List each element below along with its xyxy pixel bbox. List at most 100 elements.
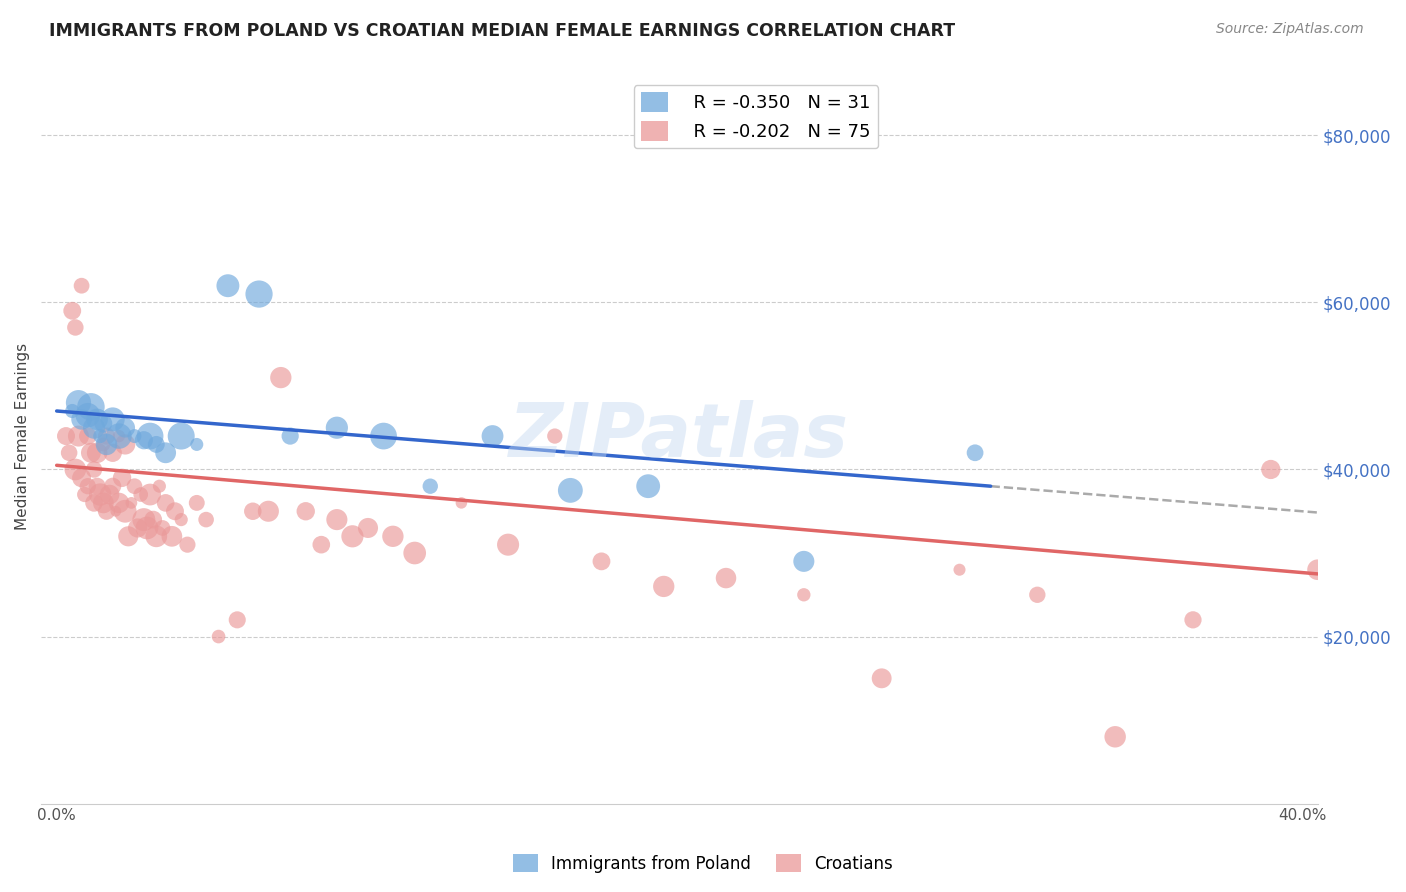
Point: [195, 513, 218, 527]
Point: [89, 487, 111, 501]
Point: [124, 479, 146, 493]
Point: [129, 487, 152, 501]
Point: [965, 446, 987, 460]
Point: [101, 479, 124, 493]
Point: [83, 496, 105, 510]
Point: [496, 538, 519, 552]
Point: [342, 529, 364, 543]
Point: [114, 437, 136, 451]
Point: [145, 437, 167, 451]
Point: [96, 437, 118, 451]
Point: [132, 513, 155, 527]
Point: [96, 504, 118, 518]
Point: [139, 429, 162, 443]
Text: Source: ZipAtlas.com: Source: ZipAtlas.com: [1216, 22, 1364, 37]
Point: [139, 487, 162, 501]
Point: [60, 404, 83, 418]
Point: [70, 412, 93, 426]
Point: [108, 429, 131, 443]
Point: [1181, 613, 1204, 627]
Point: [120, 496, 142, 510]
Point: [242, 504, 264, 518]
Point: [637, 479, 659, 493]
Point: [714, 571, 737, 585]
Point: [373, 429, 395, 443]
Point: [870, 671, 893, 685]
Point: [114, 504, 136, 518]
Point: [58, 446, 80, 460]
Point: [160, 529, 183, 543]
Point: [108, 496, 131, 510]
Point: [652, 579, 675, 593]
Point: [1260, 462, 1282, 476]
Legend: Immigrants from Poland, Croatians: Immigrants from Poland, Croatians: [506, 847, 900, 880]
Point: [67, 395, 90, 409]
Point: [176, 538, 198, 552]
Point: [67, 429, 90, 443]
Point: [948, 563, 970, 577]
Point: [404, 546, 426, 560]
Point: [247, 287, 270, 301]
Point: [155, 446, 177, 460]
Point: [450, 496, 472, 510]
Point: [86, 446, 108, 460]
Point: [80, 400, 103, 414]
Point: [73, 487, 96, 501]
Point: [381, 529, 404, 543]
Point: [793, 588, 815, 602]
Point: [76, 479, 98, 493]
Point: [186, 437, 208, 451]
Point: [148, 479, 170, 493]
Point: [80, 446, 103, 460]
Point: [419, 479, 441, 493]
Point: [117, 529, 139, 543]
Point: [98, 487, 121, 501]
Point: [76, 408, 98, 422]
Point: [127, 521, 149, 535]
Point: [111, 471, 134, 485]
Point: [114, 421, 136, 435]
Point: [55, 429, 77, 443]
Point: [108, 429, 131, 443]
Point: [70, 471, 93, 485]
Point: [326, 421, 349, 435]
Point: [257, 504, 280, 518]
Point: [83, 421, 105, 435]
Point: [170, 513, 193, 527]
Point: [152, 521, 174, 535]
Point: [294, 504, 316, 518]
Point: [591, 554, 613, 568]
Point: [311, 538, 333, 552]
Point: [65, 320, 87, 334]
Point: [217, 278, 239, 293]
Point: [142, 513, 165, 527]
Point: [170, 429, 193, 443]
Point: [101, 412, 124, 426]
Point: [76, 429, 98, 443]
Point: [145, 529, 167, 543]
Point: [93, 437, 115, 451]
Point: [560, 483, 582, 498]
Point: [60, 303, 83, 318]
Point: [481, 429, 503, 443]
Point: [186, 496, 208, 510]
Point: [93, 496, 115, 510]
Point: [544, 429, 567, 443]
Point: [89, 429, 111, 443]
Text: ZIPatlas: ZIPatlas: [509, 400, 849, 473]
Point: [83, 462, 105, 476]
Point: [1026, 588, 1049, 602]
Point: [86, 412, 108, 426]
Point: [70, 278, 93, 293]
Point: [207, 630, 229, 644]
Point: [270, 370, 292, 384]
Legend:   R = -0.350   N = 31,   R = -0.202   N = 75: R = -0.350 N = 31, R = -0.202 N = 75: [634, 85, 879, 148]
Point: [101, 446, 124, 460]
Point: [226, 613, 249, 627]
Point: [96, 429, 118, 443]
Point: [124, 429, 146, 443]
Point: [132, 434, 155, 448]
Y-axis label: Median Female Earnings: Median Female Earnings: [15, 343, 30, 530]
Point: [163, 504, 186, 518]
Text: IMMIGRANTS FROM POLAND VS CROATIAN MEDIAN FEMALE EARNINGS CORRELATION CHART: IMMIGRANTS FROM POLAND VS CROATIAN MEDIA…: [49, 22, 955, 40]
